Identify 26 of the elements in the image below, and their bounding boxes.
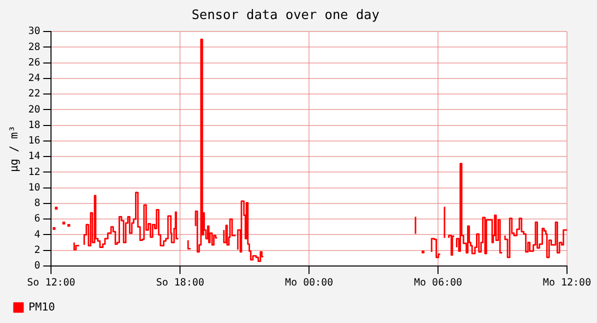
y-tick-label: 28 [28, 42, 40, 53]
x-tick-label: Mo 12:00 [542, 278, 592, 289]
y-tick-label: 0 [34, 260, 40, 272]
y-tick-label: 24 [28, 73, 40, 84]
x-tick-label: So 12:00 [27, 278, 76, 289]
y-tick-label: 6 [34, 214, 40, 225]
y-tick-label: 20 [28, 104, 40, 116]
x-tick-label: Mo 06:00 [414, 278, 462, 289]
y-tick-label: 26 [28, 57, 40, 68]
point [62, 222, 66, 224]
y-axis-title: µg / m³ [7, 126, 20, 172]
x-tick-label: So 18:00 [156, 278, 204, 289]
y-tick-label: 16 [28, 136, 40, 147]
x-tick-label: Mo 00:00 [285, 278, 334, 289]
point [422, 250, 424, 254]
chart-title: Sensor data over one day [192, 8, 380, 24]
y-tick-label: 12 [28, 166, 40, 178]
y-tick-label: 10 [28, 182, 40, 194]
y-tick-label: 18 [28, 120, 40, 131]
y-tick-label: 30 [28, 26, 40, 38]
y-tick-label: 8 [34, 198, 40, 210]
y-tick-label: 2 [34, 244, 40, 256]
y-tick-label: 14 [28, 151, 40, 162]
y-tick-label: 22 [28, 88, 40, 100]
y-tick-label: 4 [34, 229, 40, 240]
legend-label: PM10 [28, 300, 55, 314]
